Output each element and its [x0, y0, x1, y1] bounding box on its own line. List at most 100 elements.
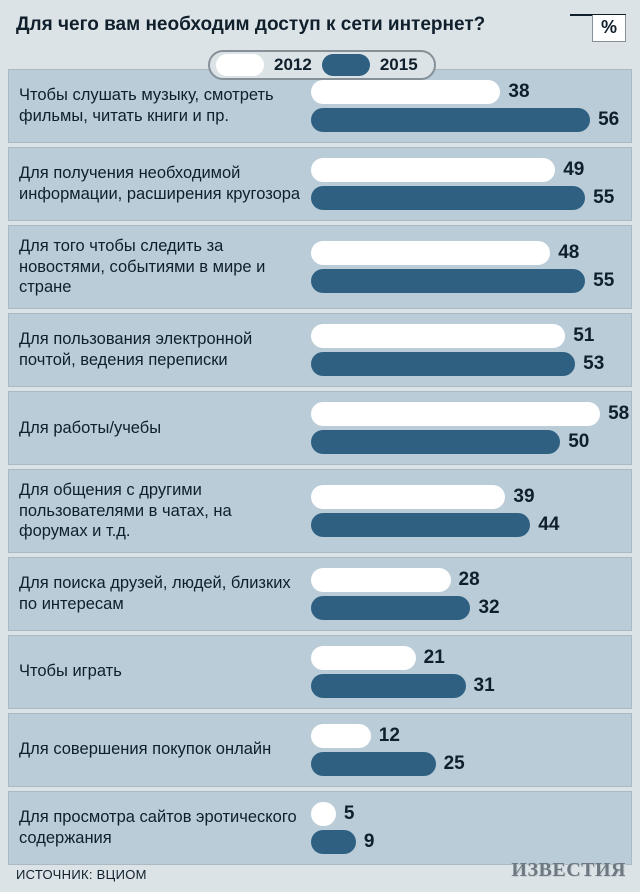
bar-value-b: 31 [474, 675, 495, 697]
bar-b [311, 186, 585, 210]
bar-value-a: 38 [508, 81, 529, 103]
rows-container: Чтобы слушать музыку, смотреть фильмы, ч… [8, 69, 632, 865]
bar-line-a: 49 [311, 158, 629, 182]
bar-b [311, 352, 575, 376]
bars-group: 59 [311, 802, 629, 854]
bars-group: 3944 [311, 485, 629, 537]
legend-swatch-b [322, 54, 370, 76]
bar-b [311, 430, 560, 454]
bar-line-a: 58 [311, 402, 629, 426]
bars-group: 1225 [311, 724, 629, 776]
data-row: Для пользования электронной почтой, веде… [8, 313, 632, 387]
legend-label-a: 2012 [274, 55, 312, 75]
legend: 2012 2015 [208, 50, 436, 80]
row-label: Для того чтобы следить за новостями, соб… [19, 236, 311, 298]
data-row: Для работы/учебы5850 [8, 391, 632, 465]
bar-a [311, 485, 505, 509]
bar-a [311, 80, 500, 104]
bar-line-b: 32 [311, 596, 629, 620]
bar-a [311, 324, 565, 348]
data-row: Чтобы играть 21 31 [8, 635, 632, 709]
bar-line-b: 56 [311, 108, 629, 132]
row-label: Для общения с другими пользователями в ч… [19, 480, 311, 542]
bar-b [311, 269, 585, 293]
bar-b [311, 108, 590, 132]
bar-line-b: 55 [311, 269, 629, 293]
unit-tab: % [570, 14, 626, 43]
bar-value-a: 5 [344, 803, 355, 825]
bar-value-b: 9 [364, 831, 375, 853]
bar-a [311, 568, 451, 592]
bar-value-a: 58 [608, 403, 629, 425]
bar-value-a: 39 [513, 486, 534, 508]
bar-a [311, 158, 555, 182]
internet-usage-chart: Для чего вам необходим доступ к сети инт… [0, 0, 640, 892]
bar-a [311, 724, 371, 748]
bar-value-b: 44 [538, 514, 559, 536]
bar-line-b: 50 [311, 430, 629, 454]
row-label: Чтобы играть [19, 661, 311, 682]
legend-swatch-a [216, 54, 264, 76]
row-label: Для поиска друзей, людей, близких по инт… [19, 573, 311, 614]
chart-title: Для чего вам необходим доступ к сети инт… [16, 14, 485, 37]
bar-b [311, 752, 436, 776]
bar-line-a: 39 [311, 485, 629, 509]
row-label: Для получения необходимой информации, ра… [19, 163, 311, 204]
bar-line-a: 38 [311, 80, 629, 104]
bar-line-b: 44 [311, 513, 629, 537]
bar-a [311, 802, 336, 826]
bar-value-a: 12 [379, 725, 400, 747]
data-row: Для поиска друзей, людей, близких по инт… [8, 557, 632, 631]
data-row: Для совершения покупок онлайн1225 [8, 713, 632, 787]
unit-symbol: % [592, 15, 626, 42]
bars-group: 21 31 [311, 646, 629, 698]
footer: ИСТОЧНИК: ВЦИОМ ИЗВЕСТИЯ [16, 859, 626, 882]
data-row: Для того чтобы следить за новостями, соб… [8, 225, 632, 309]
bar-b [311, 674, 466, 698]
bar-line-b: 31 [311, 674, 629, 698]
bar-value-b: 32 [478, 597, 499, 619]
data-row: Для общения с другими пользователями в ч… [8, 469, 632, 553]
bar-value-a: 28 [459, 569, 480, 591]
bar-line-a: 48 [311, 241, 629, 265]
bars-group: 49 55 [311, 158, 629, 210]
bar-b [311, 830, 356, 854]
source-text: ИСТОЧНИК: ВЦИОМ [16, 867, 147, 882]
bar-value-a: 21 [424, 647, 445, 669]
bar-a [311, 402, 600, 426]
header-row: Для чего вам необходим доступ к сети инт… [8, 14, 632, 43]
bars-group: 38 56 [311, 80, 629, 132]
bar-value-b: 50 [568, 431, 589, 453]
bar-line-b: 9 [311, 830, 629, 854]
bar-line-a: 28 [311, 568, 629, 592]
bar-a [311, 241, 550, 265]
publisher-logo: ИЗВЕСТИЯ [511, 859, 626, 882]
legend-label-b: 2015 [380, 55, 418, 75]
bar-line-b: 53 [311, 352, 629, 376]
bar-b [311, 513, 530, 537]
bars-group: 4855 [311, 241, 629, 293]
bar-line-b: 55 [311, 186, 629, 210]
bars-group: 5153 [311, 324, 629, 376]
row-label: Чтобы слушать музыку, смотреть фильмы, ч… [19, 85, 311, 126]
row-label: Для просмотра сайтов эротического содерж… [19, 807, 311, 848]
row-label: Для совершения покупок онлайн [19, 739, 311, 760]
bar-value-b: 55 [593, 187, 614, 209]
data-row: Для просмотра сайтов эротического содерж… [8, 791, 632, 865]
bars-group: 2832 [311, 568, 629, 620]
bar-line-b: 25 [311, 752, 629, 776]
bar-value-b: 53 [583, 353, 604, 375]
bar-a [311, 646, 416, 670]
bar-value-a: 49 [563, 159, 584, 181]
bar-value-b: 56 [598, 109, 619, 131]
bar-line-a: 21 [311, 646, 629, 670]
row-label: Для пользования электронной почтой, веде… [19, 329, 311, 370]
bar-b [311, 596, 470, 620]
bar-value-a: 51 [573, 325, 594, 347]
bar-value-a: 48 [558, 242, 579, 264]
data-row: Чтобы слушать музыку, смотреть фильмы, ч… [8, 69, 632, 143]
bar-line-a: 5 [311, 802, 629, 826]
bar-line-a: 12 [311, 724, 629, 748]
bars-group: 58 50 [311, 402, 629, 454]
data-row: Для получения необходимой информации, ра… [8, 147, 632, 221]
